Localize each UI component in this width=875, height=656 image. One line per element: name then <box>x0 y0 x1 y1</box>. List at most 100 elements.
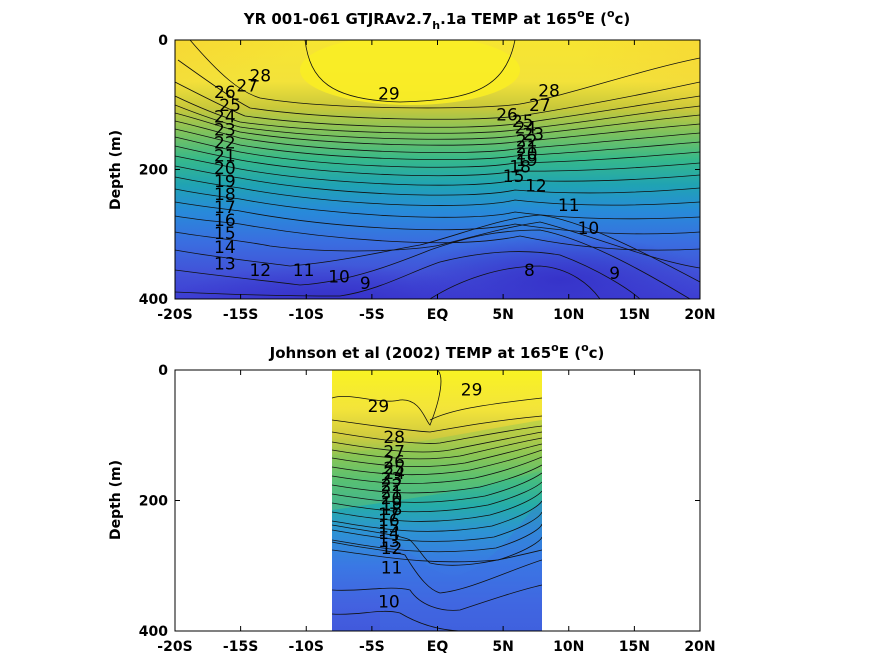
contour-11 <box>332 584 542 611</box>
contour-label: 18 <box>509 157 531 177</box>
contour-label: 20 <box>381 489 403 509</box>
contour-29 <box>332 370 542 426</box>
y-tick-label: 0 <box>158 33 168 49</box>
contour-label: 28 <box>383 428 405 448</box>
contour-label: 28 <box>249 67 271 87</box>
contour-label: 15 <box>503 167 525 187</box>
panel2-x-ticks: -20S -15S -10S -5S EQ 5N 10N 15N 20N <box>157 370 716 655</box>
contour-label: 22 <box>381 476 403 496</box>
contour-label: 22 <box>214 133 236 153</box>
panel2-colorfield <box>332 370 542 631</box>
y-tick-label: 400 <box>139 624 168 640</box>
contour-18 <box>332 490 542 522</box>
contour-24 <box>175 104 700 140</box>
y-tick-label: 400 <box>139 292 168 308</box>
contour-label: 20 <box>214 159 236 179</box>
contour-11 <box>175 214 700 283</box>
contour-label: 18 <box>214 185 236 205</box>
x-tick-label: 20N <box>684 307 715 323</box>
contour-label: 23 <box>522 125 544 145</box>
contour-label: 27 <box>383 443 405 463</box>
contour-label: 17 <box>378 505 400 525</box>
contour-label: 12 <box>525 177 547 197</box>
contour-label: 12 <box>381 539 403 559</box>
contour-label: 24 <box>214 107 236 127</box>
contour-22 <box>175 120 700 153</box>
contour-14 <box>175 201 700 235</box>
contour-label: 10 <box>578 219 600 239</box>
contour-label: 11 <box>381 559 403 579</box>
contour-label: 18 <box>381 500 403 520</box>
contour-10 <box>332 610 461 631</box>
contour-14 <box>332 536 542 563</box>
contour-label: 13 <box>214 254 236 274</box>
y-tick-label: 200 <box>139 163 168 179</box>
panel1-field: 28 27 26 29 25 24 23 22 21 20 19 18 17 1… <box>175 40 700 299</box>
panel1-cold-core-north <box>410 235 700 299</box>
contour-16 <box>332 511 542 542</box>
panel-observed-temperature: Johnson et al (2002) TEMP at 165oE (oc) <box>108 341 716 655</box>
contour-label: 22 <box>516 131 538 151</box>
x-tick-label: -5S <box>359 639 385 655</box>
contour-label: 12 <box>249 261 271 281</box>
panel1-title: YR 001-061 GTJRAv2.7h.1a TEMP at 165oE (… <box>243 7 631 32</box>
contour-28 <box>332 415 542 433</box>
contour-19 <box>175 145 700 177</box>
x-tick-label: -10S <box>289 307 324 323</box>
panel1-x-ticks: -20S -15S -10S -5S EQ 5N 10N 15N 20N <box>157 40 716 323</box>
panel1-y-axis-label: Depth (m) <box>108 130 124 210</box>
x-tick-label: -10S <box>289 639 324 655</box>
contour-label: 15 <box>214 224 236 244</box>
contour-27 <box>177 59 700 120</box>
contour-label: 29 <box>368 397 390 417</box>
contour-13 <box>175 215 700 251</box>
contour-label: 24 <box>515 118 537 138</box>
contour-19 <box>332 481 542 513</box>
contour-label: 23 <box>381 469 403 489</box>
x-tick-label: 15N <box>619 639 650 655</box>
panel2-title: Johnson et al (2002) TEMP at 165oE (oc) <box>269 341 605 362</box>
contour-label: 25 <box>219 96 241 116</box>
contour-label: 14 <box>378 524 400 544</box>
contour-label: 26 <box>496 105 518 125</box>
contour-label: 8 <box>524 261 535 281</box>
contour-15 <box>175 188 700 220</box>
contour-21 <box>332 464 542 494</box>
contour-label: 25 <box>512 112 534 132</box>
x-tick-label: 5N <box>492 307 513 323</box>
contour-label: 14 <box>214 238 236 258</box>
x-tick-label: EQ <box>427 307 449 323</box>
contour-25 <box>175 95 700 134</box>
x-tick-label: EQ <box>427 639 449 655</box>
contour-label: 21 <box>214 146 236 166</box>
contour-23 <box>332 449 542 476</box>
x-tick-label: 10N <box>553 307 584 323</box>
contour-21 <box>175 128 700 160</box>
x-tick-label: -5S <box>359 307 385 323</box>
contour-22 <box>332 456 542 484</box>
contour-26 <box>175 81 700 128</box>
contour-26 <box>332 431 542 453</box>
contour-label: 11 <box>293 261 315 281</box>
contour-label: 26 <box>383 452 405 472</box>
contour-label: 10 <box>378 593 400 613</box>
contour-13 <box>332 524 542 566</box>
panel1-y-ticks: 0 200 400 <box>139 33 700 308</box>
panel2-y-ticks: 0 200 400 <box>139 363 700 640</box>
contour-20 <box>332 472 542 503</box>
panel-model-temperature: YR 001-061 GTJRAv2.7h.1a TEMP at 165oE (… <box>108 7 716 323</box>
contour-label: 29 <box>378 85 400 105</box>
x-tick-label: 10N <box>553 639 584 655</box>
contour-label: 27 <box>529 96 551 116</box>
contour-label: 19 <box>381 495 403 515</box>
contour-29 <box>304 40 516 103</box>
contour-15 <box>332 523 542 553</box>
contour-label: 26 <box>214 83 236 103</box>
contour-label: 10 <box>328 267 350 287</box>
panel1-warm-pool-core <box>300 40 520 105</box>
contour-9 <box>175 251 641 299</box>
contour-28 <box>189 40 700 109</box>
contour-8 <box>429 265 601 299</box>
contour-label: 21 <box>516 138 538 158</box>
